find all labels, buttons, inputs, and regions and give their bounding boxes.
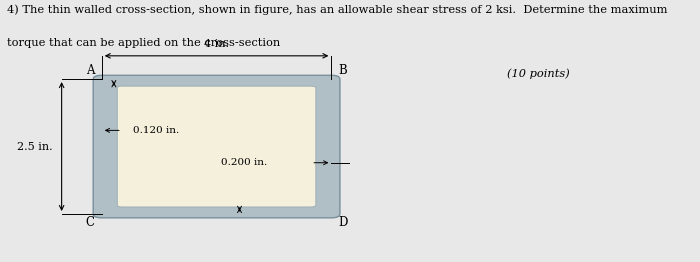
Text: 4) The thin walled cross-section, shown in figure, has an allowable shear stress: 4) The thin walled cross-section, shown … xyxy=(7,4,668,15)
Text: 0.120 in.: 0.120 in. xyxy=(134,126,180,135)
Text: A: A xyxy=(86,64,94,78)
FancyBboxPatch shape xyxy=(118,86,316,207)
Text: torque that can be applied on the cross-section: torque that can be applied on the cross-… xyxy=(7,38,281,48)
Text: 4 in.: 4 in. xyxy=(204,39,229,49)
FancyBboxPatch shape xyxy=(93,75,340,218)
Text: D: D xyxy=(339,216,348,229)
Text: C: C xyxy=(85,216,94,229)
Text: 0.200 in.: 0.200 in. xyxy=(221,158,267,167)
Text: 2.5 in.: 2.5 in. xyxy=(18,141,53,151)
Text: (10 points): (10 points) xyxy=(507,69,569,79)
Text: B: B xyxy=(339,64,347,78)
